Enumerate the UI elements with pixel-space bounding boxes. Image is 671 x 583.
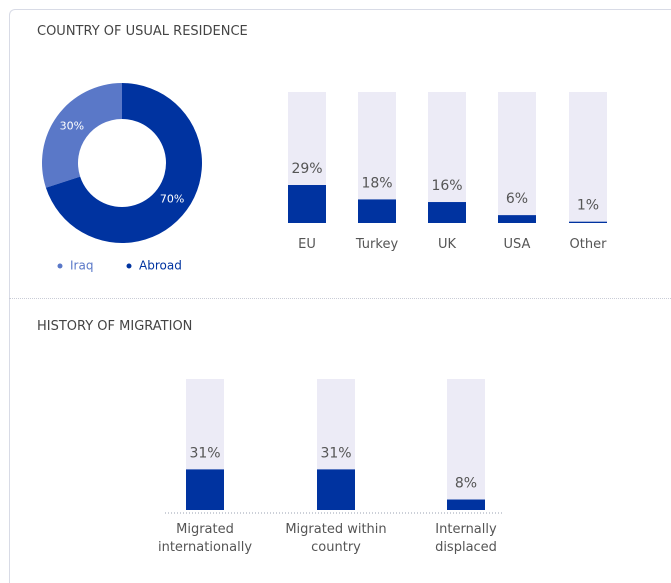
x-tick-label: Other — [569, 237, 607, 252]
donut-segment — [45, 83, 202, 243]
x-tick-label: Migrated internationally — [157, 522, 253, 555]
section-title: COUNTRY OF USUAL RESIDENCE — [37, 24, 248, 39]
x-tick-label: Turkey — [355, 237, 399, 252]
legend-marker — [126, 263, 132, 269]
x-tick-label: UK — [437, 237, 457, 252]
bar — [186, 469, 224, 510]
data-label: 6% — [506, 191, 528, 207]
data-label: 70% — [160, 192, 184, 205]
x-tick-label: Migrated within country — [285, 522, 387, 555]
bar-track — [447, 379, 485, 510]
data-label: 18% — [361, 175, 392, 191]
data-label: 30% — [60, 120, 84, 133]
bar — [288, 185, 326, 223]
x-tick-label: USA — [503, 237, 531, 252]
data-label: 1% — [577, 198, 599, 214]
legend-marker — [57, 263, 63, 269]
legend-label: Abroad — [139, 259, 182, 273]
bar-track — [569, 92, 607, 223]
bar — [569, 221, 607, 223]
x-tick-label: Internally displaced — [435, 522, 497, 555]
donut-segment — [41, 83, 122, 188]
bar — [428, 202, 466, 223]
data-label: 29% — [291, 161, 322, 177]
data-label: 8% — [455, 476, 477, 492]
data-label: 31% — [189, 445, 220, 461]
bar — [358, 199, 396, 223]
x-tick-label: EU — [298, 237, 316, 252]
data-label: 16% — [431, 178, 462, 194]
bar — [498, 215, 536, 223]
bar-track — [498, 92, 536, 223]
card — [9, 9, 671, 583]
data-label: 31% — [320, 445, 351, 461]
bar-track — [428, 92, 466, 223]
bar — [447, 499, 485, 510]
divider — [9, 298, 671, 299]
legend-label: Iraq — [70, 259, 93, 273]
bar — [317, 469, 355, 510]
section-title: HISTORY OF MIGRATION — [37, 319, 193, 334]
